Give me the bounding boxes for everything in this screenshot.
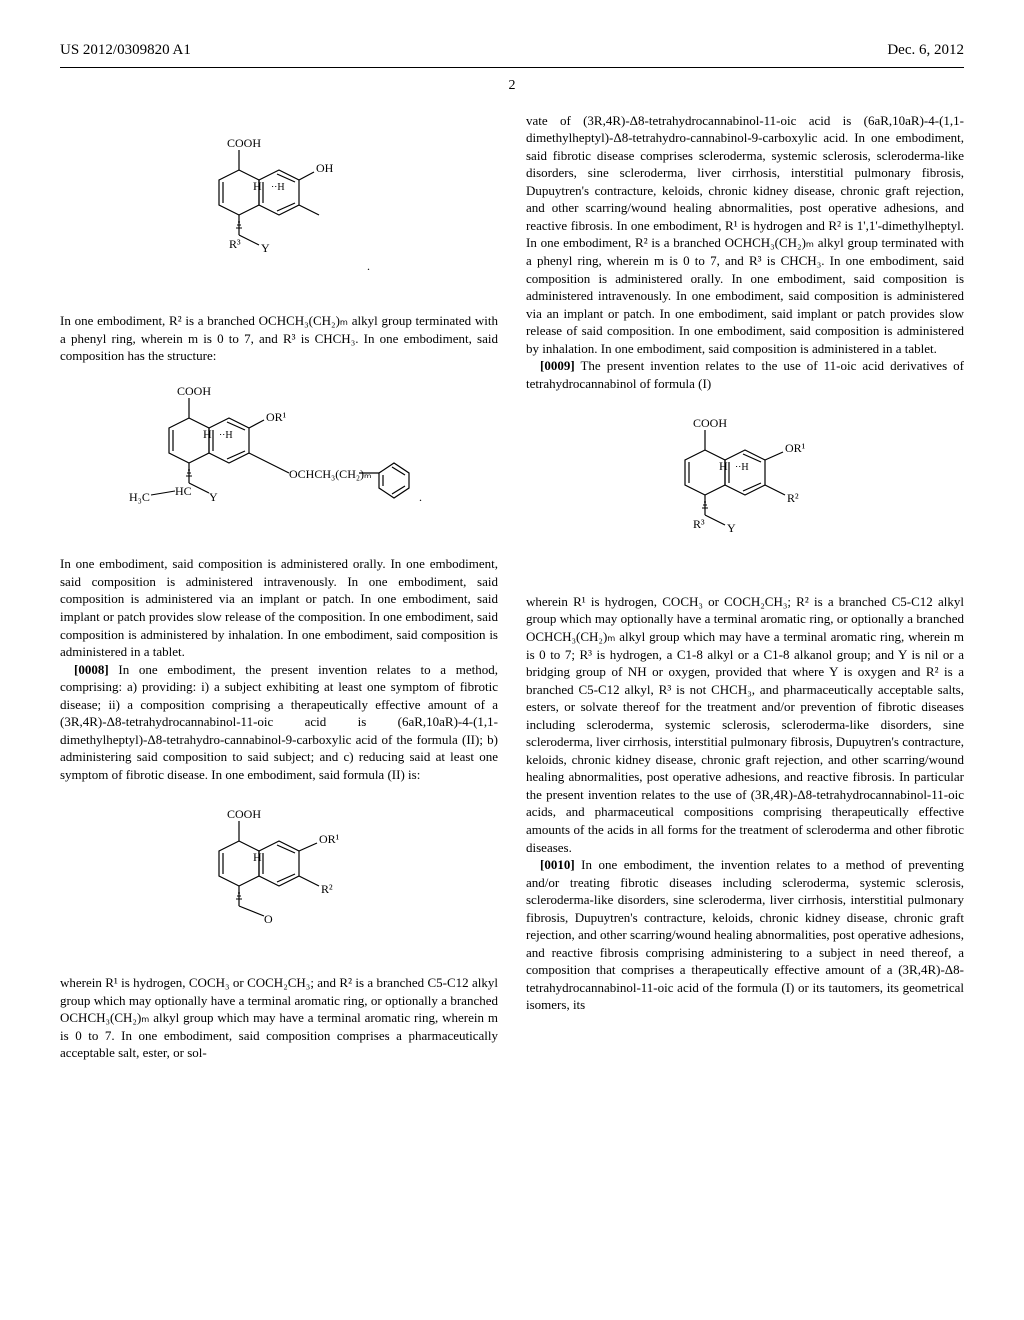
label-h1: H (203, 427, 212, 441)
label-h3c: H₃C (129, 490, 150, 504)
para-num-0008: [0008] (74, 662, 109, 677)
paragraph-after-structure-2: In one embodiment, said composition is a… (60, 555, 498, 660)
paragraph-0010: [0010] In one embodiment, the invention … (526, 856, 964, 1014)
label-h2: ⋅⋅H (219, 430, 233, 441)
paragraph-0008: [0008] In one embodiment, the present in… (60, 661, 498, 784)
right-column: vate of (3R,4R)-Δ8-tetrahydrocannabinol-… (526, 112, 964, 1062)
chemical-structure-4: COOH OR¹ H ⋅⋅H R³ Y R² (526, 410, 964, 575)
label-o: O (264, 912, 273, 926)
label-y: Y (209, 490, 218, 504)
header-rule (60, 67, 964, 68)
label-cooh: COOH (693, 416, 727, 430)
label-y: Y (261, 241, 270, 255)
label-r3: R³ (693, 517, 705, 531)
paragraph-continuation: vate of (3R,4R)-Δ8-tetrahydrocannabinol-… (526, 112, 964, 358)
chemical-structure-2: COOH OR¹ H ⋅⋅H HC H₃C Y OCHCH₃(CH₂)ₘ . (60, 383, 498, 538)
paragraph-after-structure-4: wherein R¹ is hydrogen, COCH₃ or COCH₂CH… (526, 593, 964, 856)
paragraph-after-structure-1: In one embodiment, R² is a branched OCHC… (60, 312, 498, 365)
label-cooh: COOH (177, 384, 211, 398)
page-number: 2 (60, 76, 964, 96)
label-r2: R² (321, 882, 333, 896)
label-h1: H (719, 459, 728, 473)
label-hc: HC (175, 484, 192, 498)
para-num-0009: [0009] (540, 358, 575, 373)
para-text-0008: In one embodiment, the present invention… (60, 662, 498, 782)
para-num-0010: [0010] (540, 857, 575, 872)
label-h2: ⋅⋅H (271, 182, 285, 193)
label-or1: OR¹ (785, 441, 806, 455)
label-r3: R³ (229, 237, 241, 251)
text-columns: COOH OH H ⋅⋅H R³ Y . (60, 112, 964, 1062)
paragraph-0009: [0009] The present invention relates to … (526, 357, 964, 392)
label-cooh: COOH (227, 807, 261, 821)
publication-date: Dec. 6, 2012 (887, 40, 964, 61)
paragraph-after-structure-3: wherein R¹ is hydrogen, COCH₃ or COCH₂CH… (60, 974, 498, 1062)
label-h1: H (253, 179, 262, 193)
para-text-0009: The present invention relates to the use… (526, 358, 964, 391)
chemical-structure-3: COOH OR¹ H O R² (60, 801, 498, 956)
label-y: Y (727, 521, 736, 535)
label-r2: R² (787, 491, 799, 505)
left-column: COOH OH H ⋅⋅H R³ Y . (60, 112, 498, 1062)
label-h2: ⋅⋅H (735, 462, 749, 473)
label-or1: OR¹ (319, 832, 340, 846)
label-h: H (253, 850, 262, 864)
para-text-0010: In one embodiment, the invention relates… (526, 857, 964, 1012)
label-or1: OR¹ (266, 410, 287, 424)
period: . (367, 259, 370, 273)
label-och: OCHCH₃(CH₂)ₘ (289, 467, 372, 481)
chemical-structure-1: COOH OH H ⋅⋅H R³ Y . (60, 130, 498, 295)
patent-page: US 2012/0309820 A1 Dec. 6, 2012 2 (0, 0, 1024, 1112)
label-oh: OH (316, 161, 334, 175)
page-header: US 2012/0309820 A1 Dec. 6, 2012 (60, 40, 964, 61)
period: . (419, 490, 422, 504)
label-cooh: COOH (227, 136, 261, 150)
publication-number: US 2012/0309820 A1 (60, 40, 191, 61)
